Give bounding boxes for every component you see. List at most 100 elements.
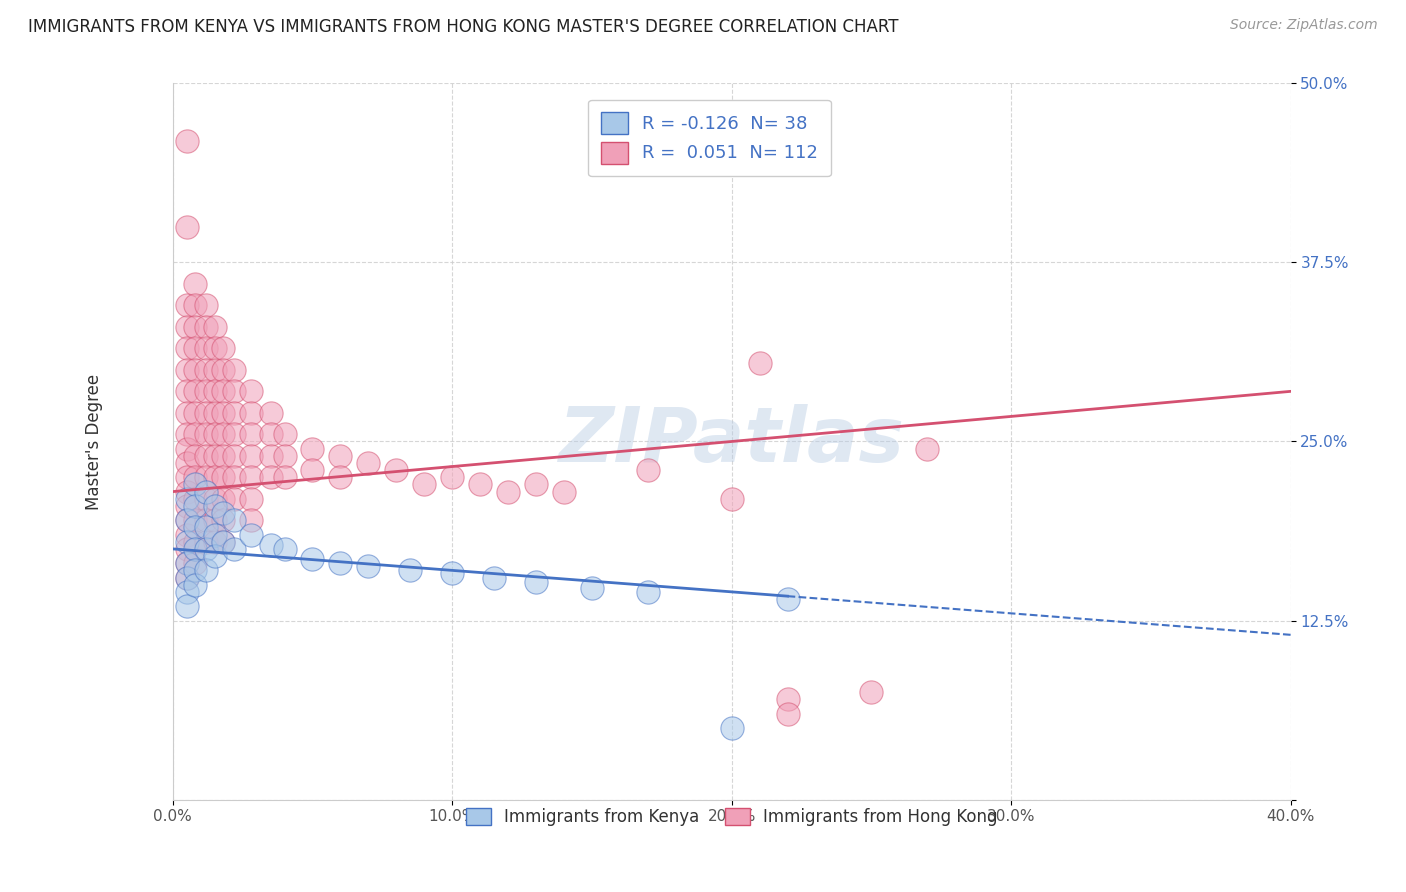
Point bbox=[184, 363, 207, 377]
Point bbox=[776, 692, 799, 706]
Point bbox=[441, 470, 464, 484]
Point bbox=[176, 319, 198, 334]
Point bbox=[259, 449, 281, 463]
Point bbox=[524, 477, 547, 491]
Point bbox=[357, 456, 380, 470]
Point bbox=[176, 599, 198, 614]
Point bbox=[212, 363, 235, 377]
Point bbox=[184, 449, 207, 463]
Point bbox=[224, 384, 246, 399]
Point bbox=[176, 585, 198, 599]
Point bbox=[184, 406, 207, 420]
Point bbox=[385, 463, 408, 477]
Point bbox=[357, 559, 380, 574]
Point bbox=[212, 470, 235, 484]
Point bbox=[204, 342, 226, 356]
Point bbox=[195, 384, 218, 399]
Point bbox=[195, 427, 218, 442]
Point bbox=[176, 363, 198, 377]
Point bbox=[204, 534, 226, 549]
Point bbox=[176, 556, 198, 570]
Point bbox=[176, 442, 198, 456]
Point bbox=[553, 484, 575, 499]
Point bbox=[860, 685, 883, 699]
Point bbox=[176, 470, 198, 484]
Point bbox=[212, 534, 235, 549]
Point bbox=[204, 470, 226, 484]
Point bbox=[184, 563, 207, 577]
Point bbox=[259, 406, 281, 420]
Point bbox=[581, 581, 603, 595]
Point bbox=[273, 470, 295, 484]
Point bbox=[195, 520, 218, 534]
Point bbox=[748, 356, 770, 370]
Point bbox=[184, 427, 207, 442]
Point bbox=[184, 534, 207, 549]
Point bbox=[184, 499, 207, 513]
Point bbox=[195, 470, 218, 484]
Point bbox=[195, 541, 218, 556]
Point bbox=[176, 384, 198, 399]
Point bbox=[184, 491, 207, 506]
Point bbox=[329, 556, 352, 570]
Point bbox=[240, 491, 263, 506]
Text: ZIPatlas: ZIPatlas bbox=[558, 404, 904, 478]
Point bbox=[259, 427, 281, 442]
Point bbox=[184, 319, 207, 334]
Point bbox=[212, 491, 235, 506]
Point bbox=[176, 456, 198, 470]
Point bbox=[195, 563, 218, 577]
Point bbox=[496, 484, 519, 499]
Point bbox=[184, 298, 207, 312]
Point bbox=[470, 477, 492, 491]
Point bbox=[720, 721, 742, 735]
Point bbox=[224, 427, 246, 442]
Point bbox=[212, 427, 235, 442]
Point bbox=[176, 570, 198, 584]
Point bbox=[399, 563, 422, 577]
Point bbox=[176, 570, 198, 584]
Point bbox=[329, 470, 352, 484]
Point bbox=[413, 477, 436, 491]
Point bbox=[212, 513, 235, 527]
Point bbox=[204, 549, 226, 563]
Point bbox=[301, 463, 323, 477]
Point bbox=[273, 449, 295, 463]
Point bbox=[195, 449, 218, 463]
Point bbox=[184, 541, 207, 556]
Point bbox=[176, 298, 198, 312]
Point bbox=[240, 527, 263, 541]
Point bbox=[176, 527, 198, 541]
Point bbox=[176, 134, 198, 148]
Point bbox=[259, 470, 281, 484]
Point bbox=[212, 449, 235, 463]
Point bbox=[273, 427, 295, 442]
Point bbox=[176, 499, 198, 513]
Point bbox=[184, 577, 207, 591]
Point bbox=[329, 449, 352, 463]
Point bbox=[176, 342, 198, 356]
Point bbox=[184, 277, 207, 291]
Point bbox=[195, 342, 218, 356]
Point bbox=[204, 513, 226, 527]
Point bbox=[917, 442, 939, 456]
Point bbox=[204, 319, 226, 334]
Point bbox=[637, 463, 659, 477]
Point bbox=[195, 484, 218, 499]
Point bbox=[273, 541, 295, 556]
Point bbox=[524, 574, 547, 589]
Point bbox=[224, 449, 246, 463]
Point bbox=[184, 556, 207, 570]
Point bbox=[301, 442, 323, 456]
Y-axis label: Master's Degree: Master's Degree bbox=[86, 374, 103, 509]
Point bbox=[204, 499, 226, 513]
Point bbox=[240, 384, 263, 399]
Point bbox=[482, 570, 505, 584]
Point bbox=[184, 520, 207, 534]
Point bbox=[195, 363, 218, 377]
Legend: Immigrants from Kenya, Immigrants from Hong Kong: Immigrants from Kenya, Immigrants from H… bbox=[457, 799, 1005, 834]
Point bbox=[195, 319, 218, 334]
Point bbox=[176, 513, 198, 527]
Point bbox=[195, 513, 218, 527]
Point bbox=[224, 491, 246, 506]
